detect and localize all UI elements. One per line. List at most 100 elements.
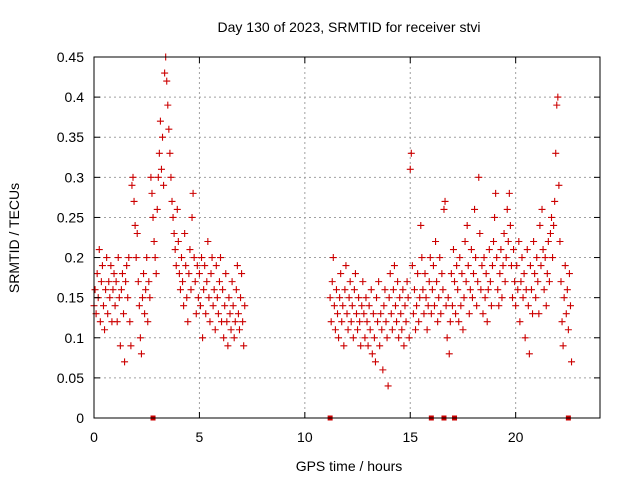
data-point — [480, 254, 488, 262]
data-point — [187, 286, 195, 294]
data-point — [335, 334, 343, 342]
data-point — [384, 382, 392, 390]
data-point — [383, 334, 391, 342]
data-point — [564, 326, 572, 334]
data-point — [339, 302, 347, 310]
data-point — [494, 286, 502, 294]
data-point — [460, 294, 468, 302]
data-point — [341, 286, 349, 294]
data-point — [477, 286, 485, 294]
data-point — [536, 221, 544, 229]
data-point — [490, 238, 498, 246]
data-point — [146, 294, 154, 302]
data-point — [544, 238, 552, 246]
y-tick-label: 0.3 — [65, 169, 85, 185]
x-tick-label: 10 — [297, 429, 313, 445]
data-point — [423, 326, 431, 334]
data-point — [373, 294, 381, 302]
data-point — [208, 254, 216, 262]
data-point — [338, 318, 346, 326]
data-point — [111, 302, 119, 310]
data-point — [387, 310, 395, 318]
data-point — [516, 318, 524, 326]
data-point — [416, 294, 424, 302]
data-point — [501, 278, 509, 286]
y-tick-label: 0.05 — [57, 370, 84, 386]
data-point — [475, 173, 483, 181]
data-point — [557, 278, 565, 286]
data-point — [123, 262, 131, 270]
data-point — [181, 229, 189, 237]
data-point — [445, 350, 453, 358]
data-point — [101, 326, 109, 334]
data-point — [354, 326, 362, 334]
data-point — [127, 342, 135, 350]
data-point — [201, 262, 209, 270]
data-point — [172, 262, 180, 270]
data-point — [374, 318, 382, 326]
data-point — [191, 278, 199, 286]
data-point — [154, 173, 162, 181]
data-point — [103, 254, 111, 262]
data-point — [350, 286, 358, 294]
data-point — [142, 286, 150, 294]
data-point — [165, 125, 173, 133]
data-point — [517, 278, 525, 286]
data-point — [447, 270, 455, 278]
data-point — [421, 270, 429, 278]
data-point — [413, 302, 421, 310]
data-point — [240, 342, 248, 350]
data-point — [234, 310, 242, 318]
x-tick-label: 15 — [402, 429, 418, 445]
data-point — [99, 302, 107, 310]
data-point — [224, 342, 232, 350]
data-point — [329, 254, 337, 262]
data-point — [160, 181, 168, 189]
data-point — [161, 69, 169, 77]
data-point — [476, 229, 484, 237]
data-point — [467, 246, 475, 254]
data-point — [102, 286, 110, 294]
data-point — [156, 117, 164, 125]
data-point — [358, 302, 366, 310]
data-point — [559, 342, 567, 350]
data-point — [453, 262, 461, 270]
data-point — [149, 213, 157, 221]
data-point — [529, 310, 537, 318]
data-point — [369, 310, 377, 318]
data-point — [361, 334, 369, 342]
data-point — [492, 189, 500, 197]
data-point — [514, 286, 522, 294]
data-point — [114, 254, 122, 262]
data-point — [448, 302, 456, 310]
data-point — [506, 221, 514, 229]
data-point — [189, 189, 197, 197]
data-point — [566, 302, 574, 310]
data-point — [233, 262, 241, 270]
data-point — [471, 205, 479, 213]
data-point — [375, 278, 383, 286]
data-point — [344, 326, 352, 334]
data-point — [560, 294, 568, 302]
data-point — [518, 254, 526, 262]
data-point — [150, 238, 158, 246]
chart-title: Day 130 of 2023, SRMTID for receiver stv… — [218, 19, 481, 35]
data-point — [473, 302, 481, 310]
data-point — [563, 286, 571, 294]
data-point — [554, 93, 562, 101]
data-point — [125, 254, 133, 262]
data-point — [153, 205, 161, 213]
data-point — [568, 358, 576, 366]
data-point — [454, 286, 462, 294]
data-point — [136, 334, 144, 342]
y-tick-label: 0.35 — [57, 129, 84, 145]
data-point — [553, 101, 561, 109]
data-point — [163, 77, 171, 85]
data-point — [558, 318, 566, 326]
data-point — [183, 294, 191, 302]
data-point — [452, 310, 460, 318]
data-point — [137, 350, 145, 358]
data-point — [486, 278, 494, 286]
data-point — [228, 278, 236, 286]
data-point — [455, 318, 463, 326]
